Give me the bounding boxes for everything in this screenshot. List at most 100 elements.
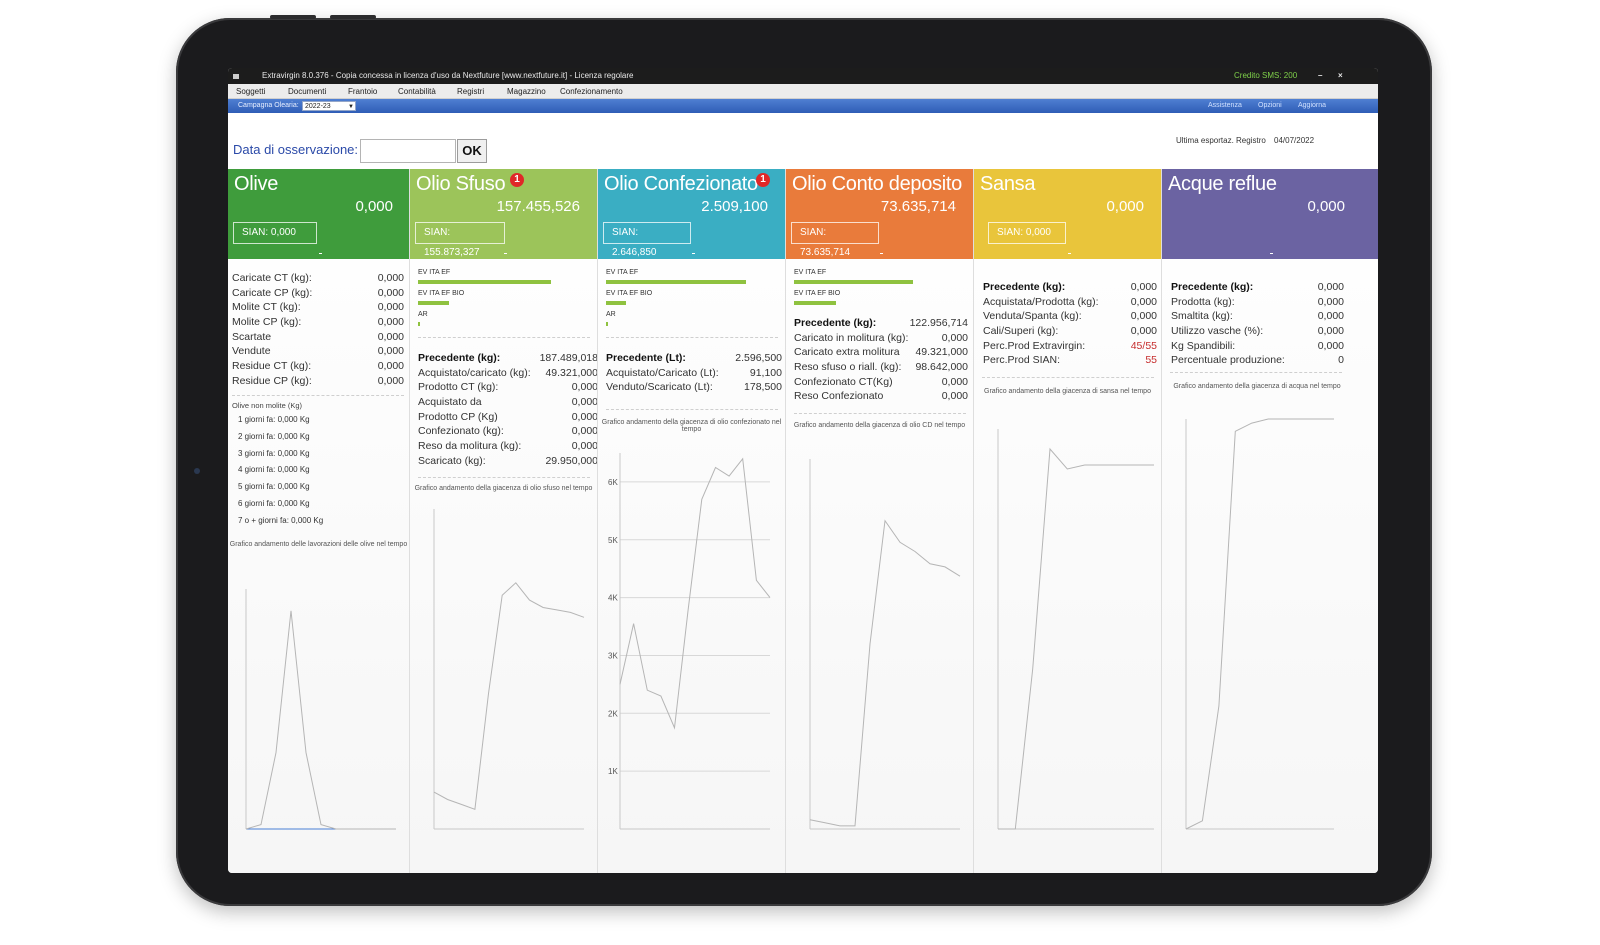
stat-row: Prodotta (kg): 0,000 (1171, 295, 1344, 310)
unmilled-olives-title: Olive non molite (Kg) (232, 401, 303, 410)
stat-label: Acquistato/caricato (kg): (418, 366, 531, 379)
sian-button[interactable]: SIAN: 155.873,327 (415, 222, 505, 258)
stat-value: 0 (1338, 354, 1344, 367)
stat-value: 0,000 (377, 272, 404, 284)
category-bars: EV ITA EF EV ITA EF BIO AR (418, 269, 568, 332)
panel-title: Olio Conto deposito (792, 173, 962, 195)
stat-row: Precedente (kg): 0,000 (1171, 280, 1344, 295)
notification-badge[interactable]: 1 (756, 173, 770, 187)
chart-caption: Grafico andamento delle lavorazioni dell… (229, 541, 408, 548)
stat-value: 0,000 (571, 425, 598, 438)
panel-olio-conto-deposito-header[interactable]: Olio Conto deposito 73.635,714 SIAN: 73.… (786, 169, 973, 259)
category-bars: EV ITA EF EV ITA EF BIO AR (606, 269, 756, 332)
series-line (619, 457, 771, 730)
stat-row: Caricato extra molitura 49.321,000 (794, 345, 968, 360)
stat-row: Precedente (kg): 0,000 (983, 280, 1157, 295)
unmilled-row: 1 giorni fa: 0,000 Kg (238, 415, 310, 424)
stat-row: Molite CP (kg): 0,000 (232, 315, 404, 330)
sian-button[interactable]: SIAN: 0,000 (988, 222, 1066, 244)
separator (606, 337, 778, 338)
notification-badge[interactable]: 1 (510, 173, 524, 187)
panel-acque-reflue: Acque reflue 0,000 Precedente (kg): 0,000… (1162, 169, 1378, 873)
stat-label: Reso Confezionato (794, 390, 884, 403)
panel-title: Olio Sfuso (416, 173, 506, 195)
menu-frantoio[interactable]: Frantoio (348, 87, 378, 96)
sian-button[interactable]: SIAN: 2.646,850 (603, 222, 691, 258)
stat-row: Confezionato CT(Kg) 0,000 (794, 375, 968, 390)
menu-confezionamento[interactable]: Confezionamento (560, 87, 623, 96)
panel-olio-confezionato-header[interactable]: Olio Confezionato 1 2.509,100 SIAN: 2.64… (598, 169, 785, 259)
stat-label: Precedente (kg): (983, 281, 1066, 293)
stat-label: Smaltita (kg): (1171, 310, 1233, 323)
stat-value: 0,000 (1130, 325, 1157, 338)
stat-value: 91,100 (749, 366, 782, 379)
separator (606, 409, 778, 410)
ok-button[interactable]: OK (457, 139, 487, 163)
link-assistenza[interactable]: Assistenza (1208, 102, 1242, 109)
y-tick-label: 3K (608, 651, 618, 660)
panel-olio-sfuso-header[interactable]: Olio Sfuso 1 157.455,526 SIAN: 155.873,3… (410, 169, 597, 259)
stat-label: Precedente (Lt): (606, 352, 686, 364)
campaign-select[interactable]: 2022-23 ▼ (302, 101, 356, 111)
panel-acque-reflue-header[interactable]: Acque reflue 0,000 (1162, 169, 1378, 259)
stat-value: 0,000 (377, 286, 404, 299)
unmilled-row: 5 giorni fa: 0,000 Kg (238, 482, 310, 492)
stat-value: 0,000 (1130, 295, 1157, 308)
menu-contabilita[interactable]: Contabilità (398, 87, 436, 96)
bar-label: EV ITA EF BIO (794, 290, 841, 297)
bar-fill (418, 280, 551, 284)
category-bar: EV ITA EF BIO (606, 290, 756, 311)
stat-row: Acquistata/Prodotta (kg): 0,000 (983, 295, 1157, 310)
stat-row: Reso Confezionato 0,000 (794, 389, 968, 404)
menu-documenti[interactable]: Documenti (288, 87, 327, 96)
panel-title: Olive (234, 173, 279, 195)
panel-sansa-header[interactable]: Sansa 0,000 SIAN: 0,000 (974, 169, 1161, 259)
stat-row: Residue CT (kg): 0,000 (232, 359, 404, 374)
y-tick-label: 4K (608, 594, 618, 603)
volume-up-button (270, 15, 316, 19)
stat-value: 0,000 (1317, 339, 1344, 352)
stat-row: Prodotto CT (kg): 0,000 (418, 380, 597, 395)
stat-value: 0,000 (1317, 281, 1344, 293)
stat-row: Venduto/Scaricato (Lt): 178,500 (606, 380, 782, 395)
divider (879, 253, 883, 254)
menu-soggetti[interactable]: Soggetti (236, 87, 266, 96)
sian-button[interactable]: SIAN: 0,000 (233, 222, 317, 244)
category-bar: EV ITA EF BIO (418, 290, 568, 311)
menu-magazzino[interactable]: Magazzino (507, 87, 546, 96)
link-aggiorna[interactable]: Aggiorna (1298, 102, 1327, 109)
observation-date-input[interactable] (360, 139, 456, 163)
stat-row: Precedente (kg): 122.956,714 (794, 316, 968, 331)
minimize-button[interactable]: – (1318, 71, 1323, 80)
stat-label: Acquistata/Prodotta (kg): (983, 295, 1099, 308)
panel-total: 157.455,526 (496, 198, 580, 215)
y-tick-label: 2K (608, 709, 618, 718)
sansa-stats: Precedente (kg): 0,000 Acquistata/Prodott… (983, 280, 1157, 368)
stat-label: Confezionato CT(Kg) (794, 375, 893, 388)
stat-value: 0,000 (571, 396, 598, 409)
unmilled-row: 6 giorni fa: 0,000 Kg (238, 498, 310, 508)
conto-stats: Precedente (kg): 122.956,714 Caricato in … (794, 316, 968, 404)
panel-olio-confezionato: Olio Confezionato 1 2.509,100 SIAN: 2.64… (598, 169, 786, 873)
stat-value: 49.321,000 (545, 366, 598, 379)
stat-row: Caricato in molitura (kg): 0,000 (794, 331, 968, 346)
y-tick-label: 6K (608, 478, 618, 487)
link-opzioni[interactable]: Opzioni (1258, 102, 1282, 109)
panel-title: Olio Confezionato (604, 173, 758, 195)
panel-olive-header[interactable]: Olive 0,000 SIAN: 0,000 (228, 169, 409, 259)
stat-label: Cali/Superi (kg): (983, 325, 1059, 338)
stat-row: Acquistato/Caricato (Lt): 91,100 (606, 366, 782, 381)
stat-label: Scaricato (kg): (418, 454, 486, 467)
menu-registri[interactable]: Registri (457, 87, 485, 96)
volume-down-button (330, 15, 376, 19)
stat-label: Caricato in molitura (kg): (794, 331, 909, 344)
stat-row: Kg Spandibili: 0,000 (1171, 339, 1344, 354)
separator (982, 377, 1154, 378)
separator (794, 413, 966, 414)
close-button[interactable]: × (1338, 71, 1343, 80)
window-title: Extravirgin 8.0.376 - Copia concessa in … (262, 71, 634, 80)
sansa-chart (997, 429, 1154, 830)
sian-button[interactable]: SIAN: 73.635,714 (791, 222, 879, 258)
stat-value: 0,000 (377, 360, 404, 373)
chart-caption: Grafico andamento della giacenza di acqu… (1173, 383, 1341, 390)
